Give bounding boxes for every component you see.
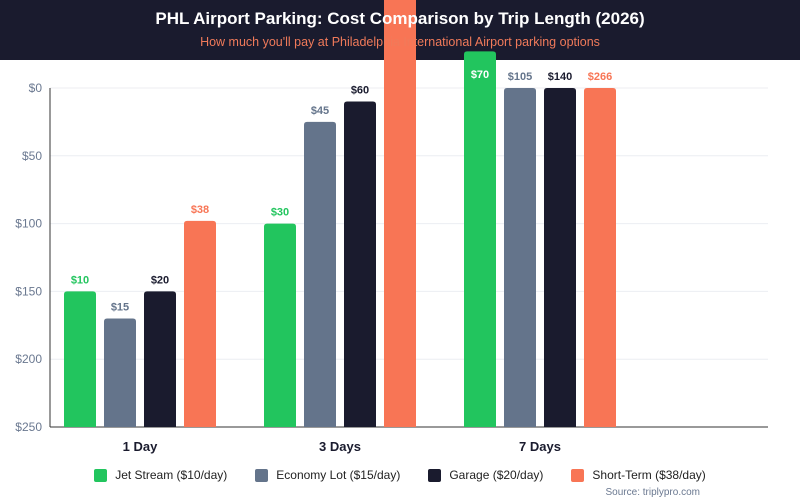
data-label: $70 bbox=[471, 69, 489, 81]
legend-item: Economy Lot ($15/day) bbox=[255, 468, 400, 482]
x-tick-label: 7 Days bbox=[519, 439, 561, 454]
data-label: $140 bbox=[548, 71, 572, 83]
legend-label: Garage ($20/day) bbox=[449, 468, 544, 482]
x-tick-label: 3 Days bbox=[319, 439, 361, 454]
legend-label: Economy Lot ($15/day) bbox=[276, 468, 401, 482]
bar bbox=[64, 291, 96, 427]
x-tick-label: 1 Day bbox=[123, 439, 158, 454]
bar bbox=[144, 291, 176, 427]
y-tick-label: $100 bbox=[15, 217, 42, 231]
chart-title: PHL Airport Parking: Cost Comparison by … bbox=[155, 9, 645, 28]
data-label: $30 bbox=[271, 207, 289, 219]
bar bbox=[384, 0, 416, 427]
legend-swatch bbox=[94, 468, 108, 482]
y-tick-label: $50 bbox=[22, 149, 42, 163]
data-label: $10 bbox=[71, 274, 89, 286]
bar bbox=[544, 88, 576, 427]
bar bbox=[464, 51, 496, 427]
legend-swatch bbox=[571, 468, 585, 482]
data-label: $38 bbox=[191, 204, 209, 216]
bar bbox=[344, 101, 376, 427]
bar bbox=[184, 220, 216, 427]
data-label: $266 bbox=[588, 71, 612, 83]
data-label: $60 bbox=[351, 85, 369, 97]
data-label: $20 bbox=[151, 274, 169, 286]
legend-label: Short-Term ($38/day) bbox=[592, 468, 706, 482]
bar bbox=[584, 88, 616, 427]
chart-subtitle: How much you'll pay at Philadelphia Inte… bbox=[200, 35, 600, 49]
legend-swatch bbox=[255, 468, 269, 482]
bar bbox=[264, 223, 296, 427]
legend-swatch bbox=[428, 468, 442, 482]
y-tick-label: $150 bbox=[15, 284, 42, 298]
legend-label: Jet Stream ($10/day) bbox=[115, 468, 228, 482]
data-label: $45 bbox=[311, 105, 329, 117]
bar bbox=[504, 88, 536, 427]
data-label: $105 bbox=[508, 71, 532, 83]
data-label: $15 bbox=[111, 302, 129, 314]
source-note: Source: triplypro.com bbox=[605, 487, 700, 498]
y-tick-label: $200 bbox=[15, 352, 42, 366]
legend: Jet Stream ($10/day) Economy Lot ($15/day… bbox=[0, 468, 800, 482]
y-tick-label: $0 bbox=[29, 81, 43, 95]
legend-item: Jet Stream ($10/day) bbox=[94, 468, 227, 482]
bar bbox=[304, 121, 336, 428]
y-tick-label: $250 bbox=[15, 420, 42, 434]
legend-item: Garage ($20/day) bbox=[428, 468, 543, 482]
bar bbox=[104, 318, 136, 427]
legend-item: Short-Term ($38/day) bbox=[571, 468, 706, 482]
